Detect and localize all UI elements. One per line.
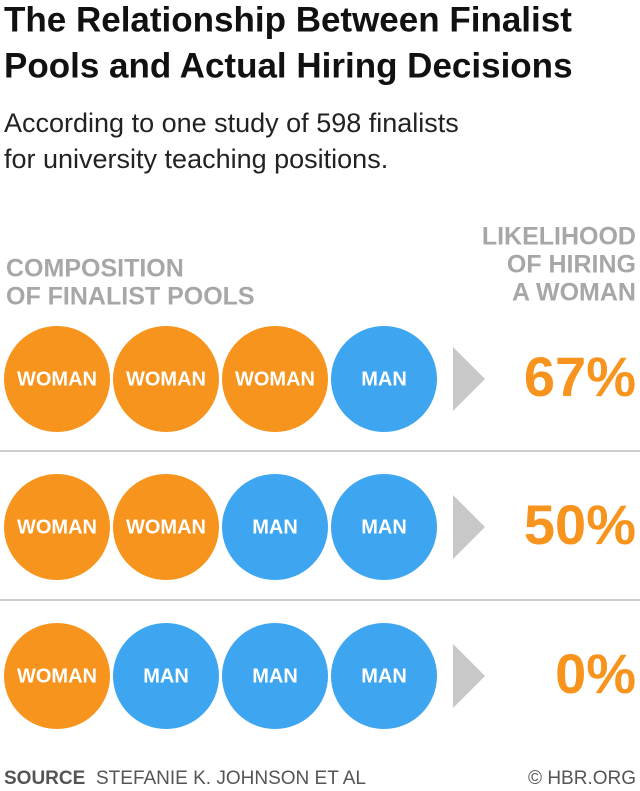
pool-member — [222, 474, 328, 580]
pool-member-label: WOMAN — [17, 368, 97, 390]
likelihood: 67% — [524, 345, 636, 408]
arrow — [453, 347, 485, 411]
credit: © HBR.ORG — [528, 768, 636, 789]
pool-member-label: WOMAN — [17, 665, 97, 687]
right-header: LIKELIHOOD — [482, 223, 636, 251]
title-line: Pools and Actual Hiring Decisions — [4, 46, 573, 85]
pool-member — [113, 326, 219, 432]
pool-member — [113, 474, 219, 580]
title-line: The Relationship Between Finalist — [4, 0, 572, 39]
pool-member — [331, 326, 437, 432]
pool-member — [113, 623, 219, 729]
left-header: OF FINALIST POOLS — [6, 283, 255, 311]
pool-member-label: WOMAN — [235, 368, 315, 390]
subtitle-line: According to one study of 598 finalists — [4, 108, 459, 138]
pool-member-label: MAN — [252, 665, 298, 687]
pool-member — [222, 623, 328, 729]
pool-member — [4, 474, 110, 580]
subtitle-line: for university teaching positions. — [4, 144, 388, 174]
arrow — [453, 495, 485, 559]
pool-member-label: MAN — [252, 516, 298, 538]
source-label: SOURCE — [4, 768, 85, 789]
arrow — [453, 644, 485, 708]
pool-member-label: MAN — [143, 665, 189, 687]
pool-member-label: MAN — [361, 516, 407, 538]
pool-member-label: WOMAN — [17, 516, 97, 538]
pool-member — [331, 623, 437, 729]
right-header: OF HIRING — [507, 251, 636, 279]
likelihood: 0% — [555, 642, 636, 705]
pool-member-label: MAN — [361, 665, 407, 687]
pool-member-label: MAN — [361, 368, 407, 390]
pool-member — [4, 623, 110, 729]
source: STEFANIE K. JOHNSON ET AL — [96, 768, 366, 789]
pool-member-label: WOMAN — [126, 368, 206, 390]
pool-member — [222, 326, 328, 432]
likelihood: 50% — [524, 493, 636, 556]
right-header: A WOMAN — [512, 279, 636, 307]
pool-member-label: WOMAN — [126, 516, 206, 538]
pool-member — [4, 326, 110, 432]
left-header: COMPOSITION — [6, 255, 184, 283]
pool-member — [331, 474, 437, 580]
